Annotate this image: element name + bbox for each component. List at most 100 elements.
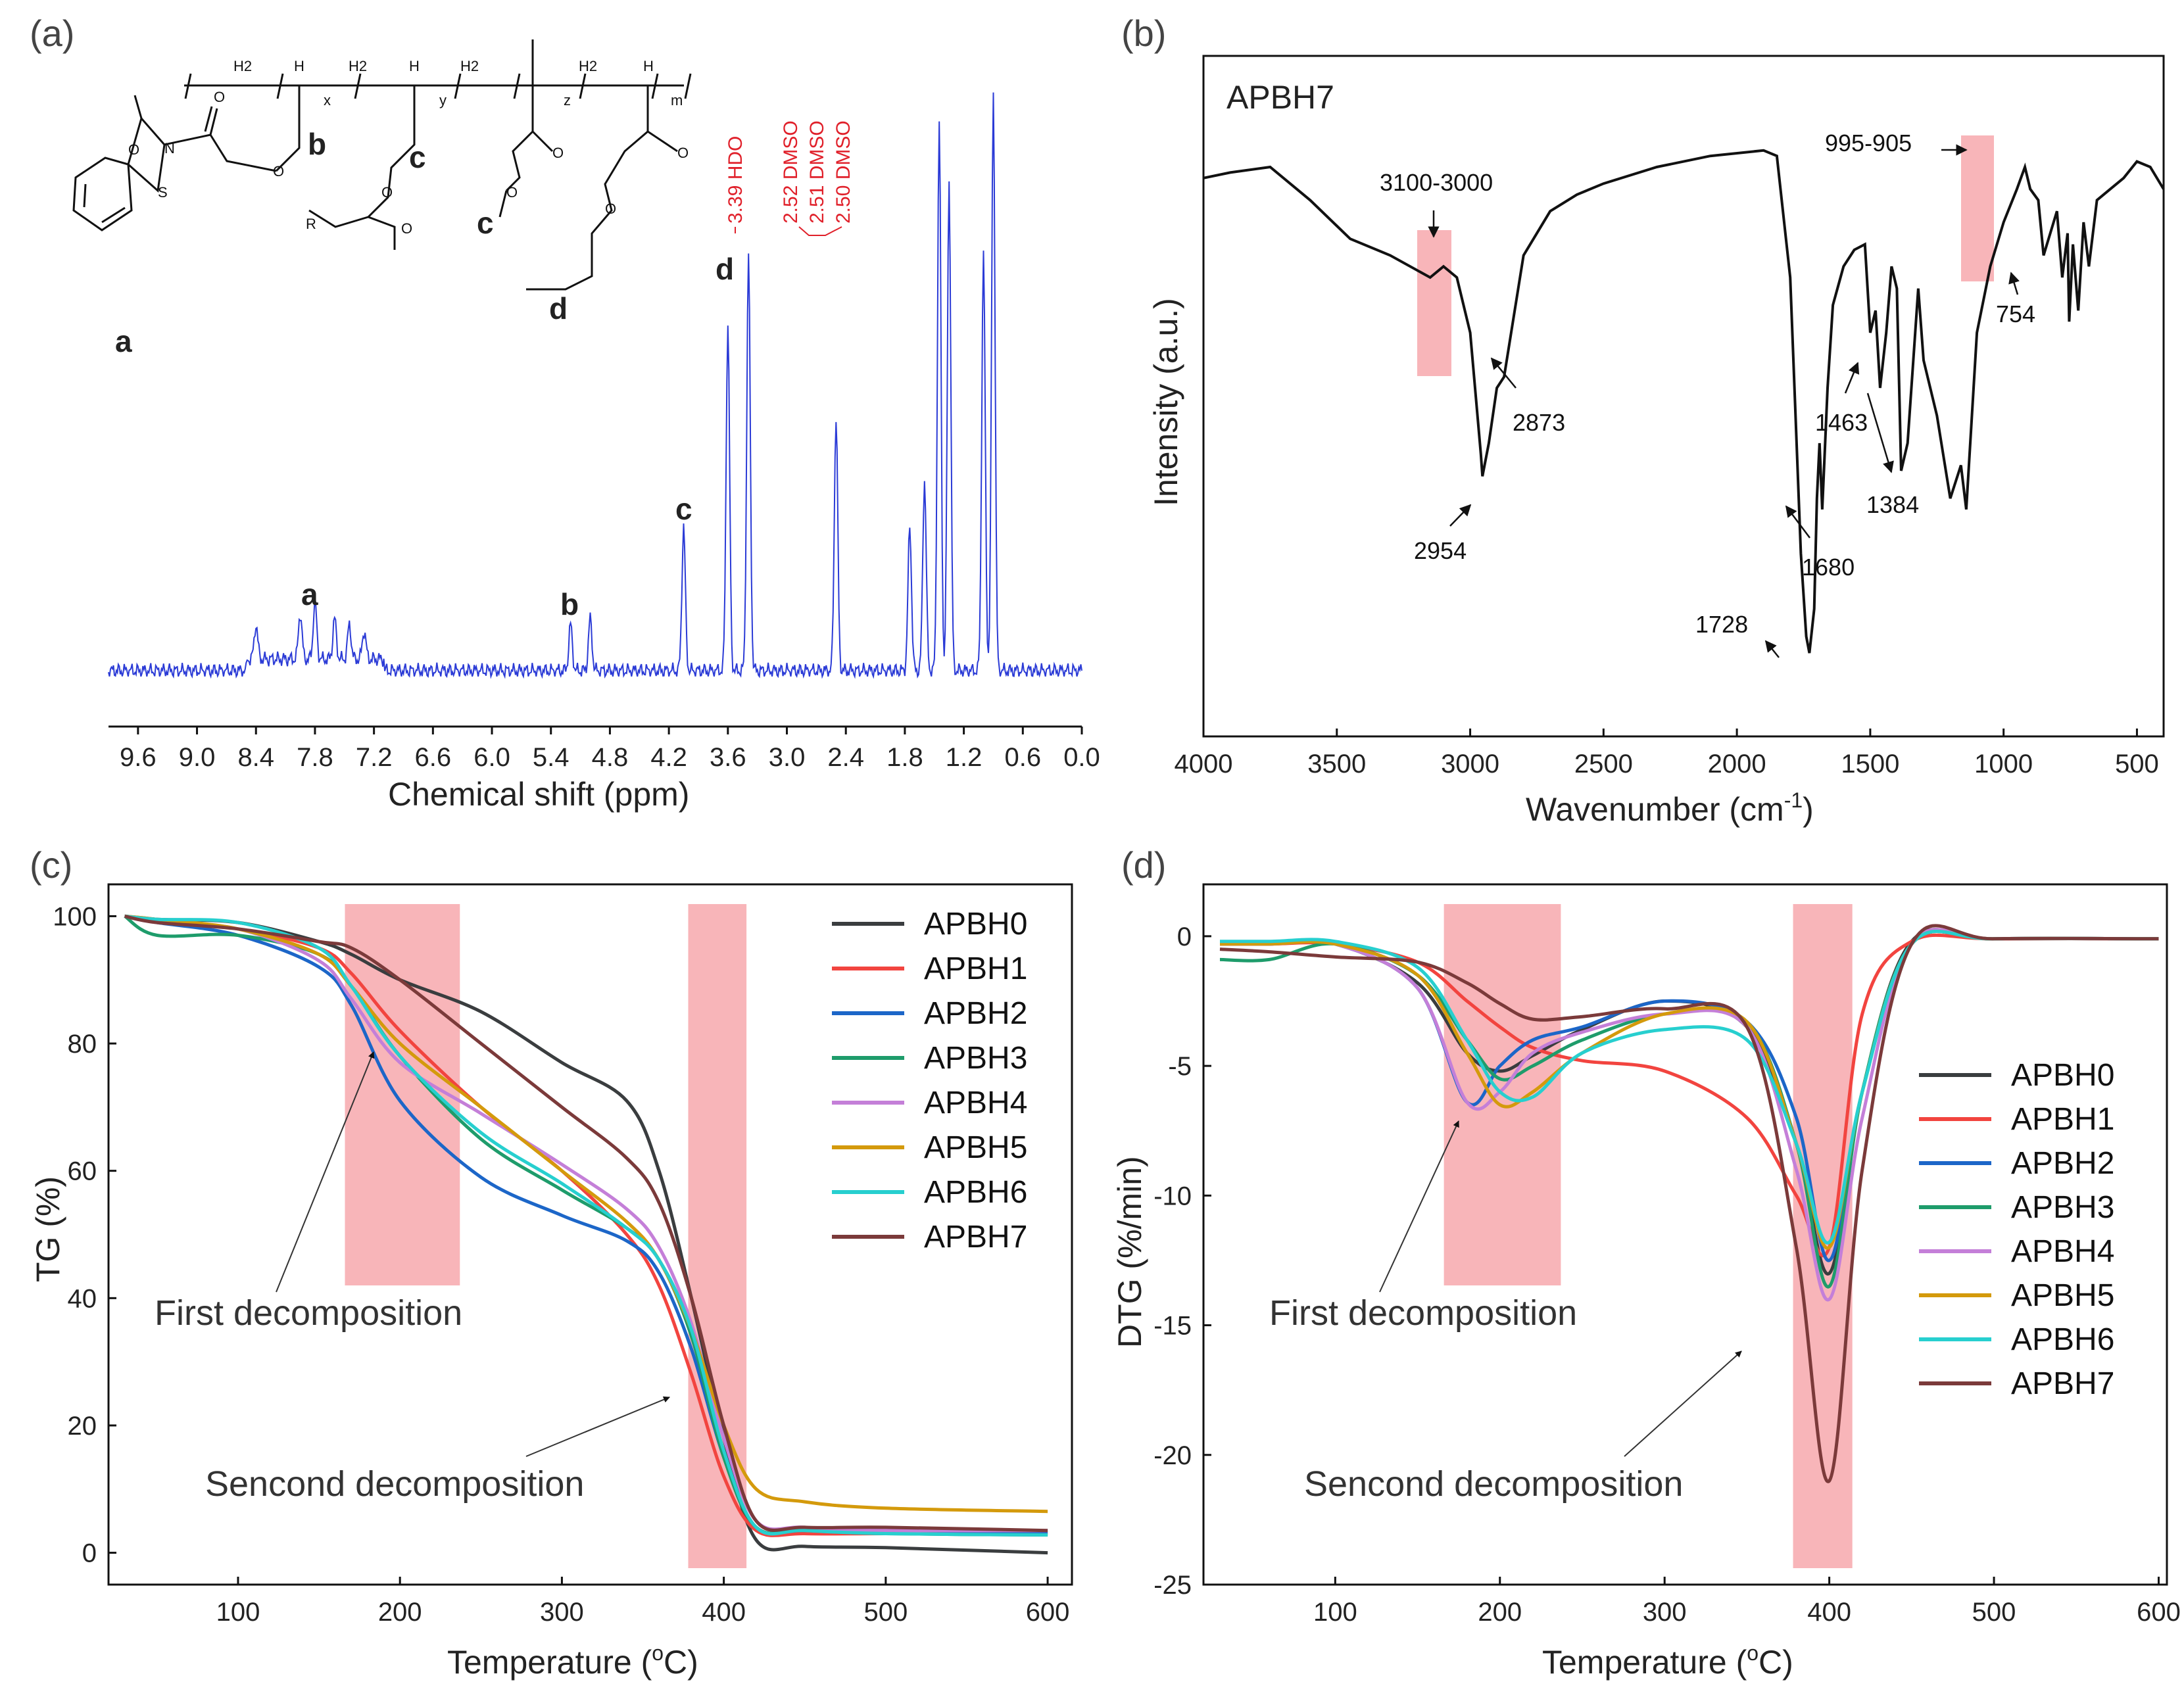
struct-label-b: b: [308, 127, 326, 161]
panel-d-xlabel: Temperature (oC): [1542, 1641, 1793, 1681]
solvent-label-dmso-2: 2.51 DMSO: [806, 120, 828, 224]
legend-label-apbh6: APBH6: [2011, 1322, 2114, 1357]
struct-label-c2: c: [477, 206, 494, 240]
panel-c-annot-first: First decomposition: [155, 1293, 462, 1333]
struct-label-d: d: [549, 291, 568, 325]
a-tick-label: 8.4: [237, 743, 274, 772]
svg-text:O: O: [273, 163, 284, 179]
panel-a-ticks: 9.6 9.0 8.4 7.8 7.2 6.6 6.0 5.4 4.8 4.2 3.6 3.0 2.4 1…: [120, 727, 1100, 772]
panel-d-series: [1219, 924, 2159, 1483]
c-xtick-label: 600: [1026, 1598, 1070, 1627]
d-ytick-label: -25: [1153, 1571, 1192, 1600]
a-tick-label: 6.0: [473, 743, 510, 772]
panel-b: (b) APBH7 Intensity (a.u.) Wavenumber (c…: [1121, 12, 2165, 828]
second-decomp-highlight: [688, 904, 747, 1568]
ann-995-905: 995-905: [1825, 130, 1912, 156]
panel-d-legend: APBH0 APBH1 APBH2 APBH3 APBH4 APBH5 APBH6 APBH7: [1919, 1058, 2114, 1401]
svg-text:z: z: [564, 92, 571, 108]
svg-text:H: H: [643, 58, 654, 74]
panel-c-arrow-first: [276, 1051, 375, 1293]
a-tick-label: 1.8: [886, 743, 923, 772]
solvent-label-dmso-1: 2.52 DMSO: [780, 120, 802, 224]
peak-label-b: b: [560, 587, 579, 621]
series-apbh5: [124, 914, 1048, 1514]
svg-text:S: S: [158, 184, 168, 201]
panel-d-arrow-first: [1379, 1120, 1459, 1293]
panel-d-annot-second: Sencond decomposition: [1304, 1464, 1683, 1504]
a-tick-label: 0.6: [1004, 743, 1041, 772]
a-tick-label: 3.6: [710, 743, 746, 772]
legend-label-apbh3: APBH3: [924, 1041, 1027, 1076]
ftir-annotations: [1428, 144, 2020, 658]
legend-label-apbh3: APBH3: [2011, 1190, 2114, 1225]
a-tick-label: 9.0: [179, 743, 216, 772]
a-tick-label: 4.8: [592, 743, 629, 772]
panel-c-xlabel: Temperature (oC): [447, 1641, 698, 1681]
svg-text:H2: H2: [349, 58, 367, 74]
svg-text:H2: H2: [579, 58, 597, 74]
panel-b-title: APBH7: [1226, 79, 1334, 116]
peak-label-d: d: [716, 252, 734, 286]
chemical-structure: [72, 39, 692, 291]
panel-d-ticks: 100 200 300 400 500 600 0 -5 -10 -15 -20 -25: [1153, 922, 2181, 1627]
peak-label-a: a: [301, 577, 318, 611]
panel-d: (d) 100 200 300 400 500 600 0 -5 -10 -15 -20 -25 DT…: [1111, 844, 2181, 1681]
a-tick-label: 4.2: [650, 743, 687, 772]
a-tick-label: 9.6: [120, 743, 157, 772]
a-tick-label: 7.2: [356, 743, 393, 772]
ftir-spectrum-line: [1203, 149, 2165, 654]
d-xtick-label: 100: [1313, 1598, 1357, 1627]
d-xtick-label: 500: [1972, 1598, 2016, 1627]
panel-a-xlabel: Chemical shift (ppm): [388, 776, 689, 813]
svg-text:O: O: [605, 201, 616, 217]
ann-1463: 1463: [1815, 409, 1868, 436]
d-ytick-label: -5: [1168, 1052, 1192, 1081]
svg-text:y: y: [439, 92, 447, 108]
legend-label-apbh7: APBH7: [2011, 1366, 2114, 1401]
panel-c-label: (c): [30, 844, 72, 886]
b-tick-label: 3000: [1441, 750, 1499, 778]
ann-1680: 1680: [1802, 554, 1855, 581]
c-ytick-label: 80: [68, 1030, 97, 1059]
c-ytick-label: 100: [53, 902, 97, 931]
panel-b-label: (b): [1121, 12, 1166, 54]
a-tick-label: 2.4: [827, 743, 864, 772]
svg-text:H2: H2: [233, 58, 252, 74]
a-tick-label: 6.6: [415, 743, 452, 772]
a-tick-label: 1.2: [946, 743, 983, 772]
svg-text:O: O: [128, 141, 139, 158]
legend-label-apbh4: APBH4: [2011, 1234, 2114, 1269]
panel-a: (a) H2 H H2 H H2 H2: [30, 12, 1100, 813]
panel-b-xlabel: Wavenumber (cm-1): [1526, 788, 1814, 828]
a-tick-label: 7.8: [297, 743, 333, 772]
highlight-995-905: [1961, 135, 1994, 281]
a-tick-label: 0.0: [1063, 743, 1100, 772]
c-xtick-label: 100: [216, 1598, 260, 1627]
svg-text:R: R: [306, 216, 316, 232]
series-apbh6: [124, 914, 1048, 1537]
svg-text:m: m: [671, 92, 683, 108]
ann-754: 754: [1996, 300, 2035, 327]
ann-1728: 1728: [1695, 611, 1748, 638]
b-tick-label: 2000: [1708, 750, 1766, 778]
svg-text:O: O: [214, 89, 225, 105]
panel-b-ylabel: Intensity (a.u.): [1148, 298, 1184, 506]
peak-label-c: c: [675, 492, 692, 526]
c-xtick-label: 400: [702, 1598, 746, 1627]
svg-text:O: O: [381, 184, 393, 201]
series-apbh2: [124, 914, 1048, 1535]
legend-label-apbh6: APBH6: [924, 1175, 1027, 1210]
series-apbh1: [1220, 933, 2159, 1258]
panel-c-series: [124, 914, 1048, 1555]
svg-text:O: O: [552, 145, 564, 161]
nmr-spectrum-line: [108, 92, 1082, 679]
svg-text:x: x: [324, 92, 331, 108]
legend-label-apbh2: APBH2: [924, 996, 1027, 1031]
series-apbh7: [124, 914, 1048, 1533]
svg-text:O: O: [506, 184, 518, 201]
highlight-3100-3000: [1417, 230, 1451, 376]
panel-c-annot-second: Sencond decomposition: [205, 1464, 584, 1504]
b-tick-label: 4000: [1175, 750, 1233, 778]
